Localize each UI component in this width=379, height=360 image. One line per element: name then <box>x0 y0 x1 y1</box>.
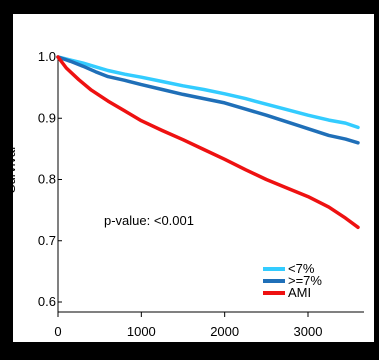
legend-label-0: <7% <box>288 261 315 276</box>
y-tick-label: 0.8 <box>38 172 56 187</box>
y-axis-ticks: 0.6 0.7 0.8 0.9 1.0 <box>38 49 62 309</box>
x-axis-label: Days <box>200 344 230 359</box>
x-tick-label: 0 <box>54 324 61 339</box>
x-tick-label: 2000 <box>210 324 239 339</box>
series-line-1 <box>56 55 360 145</box>
x-tick-label: 1000 <box>127 324 156 339</box>
y-axis-label: Survival <box>3 147 18 193</box>
y-tick-label: 1.0 <box>38 49 56 64</box>
series-line-2 <box>56 55 360 230</box>
legend-label-2: AMI <box>288 285 311 300</box>
x-tick-label: 3000 <box>294 324 323 339</box>
y-tick-label: 0.9 <box>38 110 56 125</box>
x-axis-ticks: 0 1000 2000 3000 <box>54 312 322 339</box>
series-lines <box>56 55 360 230</box>
legend-label-1: >=7% <box>288 273 322 288</box>
p-value-annotation: p-value: <0.001 <box>104 213 194 228</box>
y-tick-label: 0.6 <box>38 294 56 309</box>
plot-background <box>13 14 374 342</box>
y-tick-label: 0.7 <box>38 233 56 248</box>
legend: <7%>=7%AMI <box>263 261 322 300</box>
series-line-0 <box>56 55 360 130</box>
